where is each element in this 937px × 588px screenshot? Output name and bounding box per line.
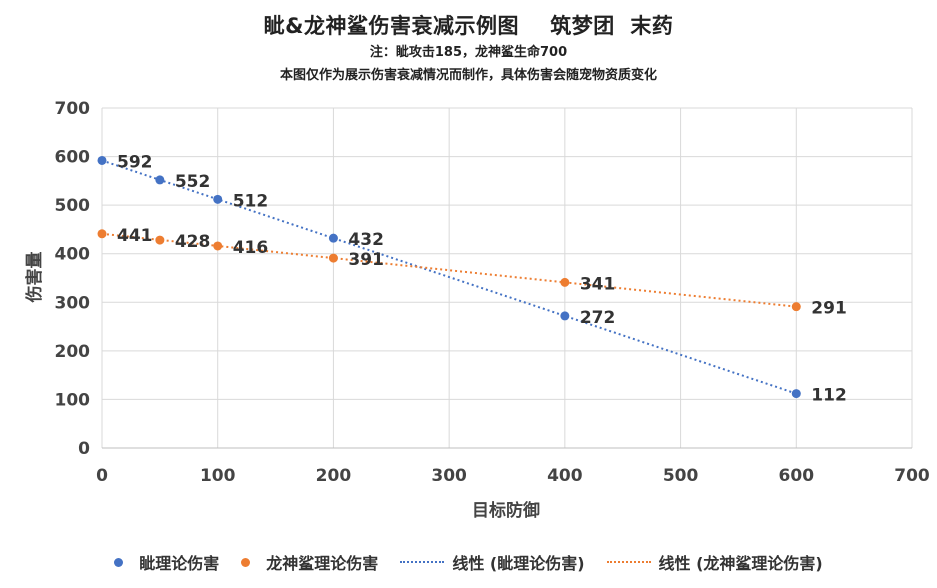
y-axis-title: 伤害量 xyxy=(24,252,45,304)
data-label-series1-3: 432 xyxy=(348,230,384,250)
data-label-series2-1: 428 xyxy=(175,232,211,252)
x-tick-label-7: 700 xyxy=(894,466,930,486)
legend-marker-trend-1 xyxy=(400,561,445,563)
point-series1-3 xyxy=(328,233,338,243)
grid xyxy=(101,107,913,449)
data-label-series1-0: 592 xyxy=(117,152,153,172)
data-label-series1-4: 272 xyxy=(580,308,616,328)
y-tick-label-4: 400 xyxy=(55,245,91,265)
y-tick-label-5: 500 xyxy=(55,196,91,216)
legend-item-trend-1: 线性 (眦理论伤害) xyxy=(400,550,585,574)
x-axis-title: 目标防御 xyxy=(472,500,540,521)
point-series1-0 xyxy=(97,155,107,165)
y-tick-label-7: 700 xyxy=(55,99,91,119)
legend-marker-series-1 xyxy=(114,557,124,567)
x-tick-label-4: 400 xyxy=(547,466,583,486)
point-series2-5 xyxy=(791,302,801,312)
data-label-series2-3: 391 xyxy=(348,250,384,270)
trendline-1 xyxy=(101,159,797,395)
x-tick-label-1: 100 xyxy=(200,466,236,486)
x-tick-label-6: 600 xyxy=(779,466,815,486)
data-labels: 592 552 512 432 272 112 441 428 416 391 341 291 xyxy=(117,152,847,405)
y-tick-label-6: 600 xyxy=(55,148,91,168)
legend-item-series-1: 眦理论伤害 xyxy=(114,550,219,574)
x-tick-label-5: 500 xyxy=(663,466,699,486)
x-tick-label-3: 300 xyxy=(431,466,467,486)
legend: 眦理论伤害 龙神鲨理论伤害 线性 (眦理论伤害) 线性 (龙神鲨理论伤害) xyxy=(0,549,937,575)
point-series1-5 xyxy=(791,389,801,399)
legend-item-trend-2: 线性 (龙神鲨理论伤害) xyxy=(606,550,823,574)
chart-title: 眦&龙神鲨伤害衰减示例图 筑梦团 末药 xyxy=(263,14,674,38)
data-label-series2-4: 341 xyxy=(580,274,616,294)
point-series2-1 xyxy=(155,235,165,245)
legend-label-trend-1: 线性 (眦理论伤害) xyxy=(452,554,585,573)
data-label-series2-5: 291 xyxy=(811,299,847,319)
point-series2-4 xyxy=(560,277,570,287)
legend-label-trend-2: 线性 (龙神鲨理论伤害) xyxy=(658,554,823,573)
data-label-series2-0: 441 xyxy=(117,226,153,246)
legend-marker-trend-2 xyxy=(606,561,651,563)
axis-ticks: 0 100 200 300 400 500 600 700 0 100 200 300 400 500 60… xyxy=(55,99,930,486)
legend-marker-series-2 xyxy=(241,557,251,567)
point-series1-4 xyxy=(560,311,570,321)
point-series2-2 xyxy=(213,241,223,251)
data-label-series1-2: 512 xyxy=(233,191,269,211)
y-tick-label-2: 200 xyxy=(55,342,91,362)
point-series1-2 xyxy=(213,194,223,204)
x-tick-label-0: 0 xyxy=(96,466,108,486)
x-tick-label-2: 200 xyxy=(316,466,352,486)
legend-label-series-1: 眦理论伤害 xyxy=(139,554,220,573)
y-tick-label-0: 0 xyxy=(78,439,90,459)
point-series2-0 xyxy=(97,229,107,239)
chart-subtitle-note: 注：眦攻击185，龙神鲨生命700 xyxy=(369,45,568,60)
legend-label-series-2: 龙神鲨理论伤害 xyxy=(266,554,379,573)
y-tick-label-1: 100 xyxy=(55,390,91,410)
point-series1-1 xyxy=(155,175,165,185)
point-series2-3 xyxy=(328,253,338,263)
chart-subtitle-disclaimer: 本图仅作为展示伤害衰减情况而制作，具体伤害会随宠物资质变化 xyxy=(279,68,657,83)
data-label-series2-2: 416 xyxy=(233,238,269,258)
legend-item-series-2: 龙神鲨理论伤害 xyxy=(241,550,378,574)
data-points xyxy=(97,155,801,399)
y-tick-label-3: 300 xyxy=(55,293,91,313)
data-label-series1-1: 552 xyxy=(175,172,211,192)
data-label-series1-5: 112 xyxy=(811,386,847,406)
